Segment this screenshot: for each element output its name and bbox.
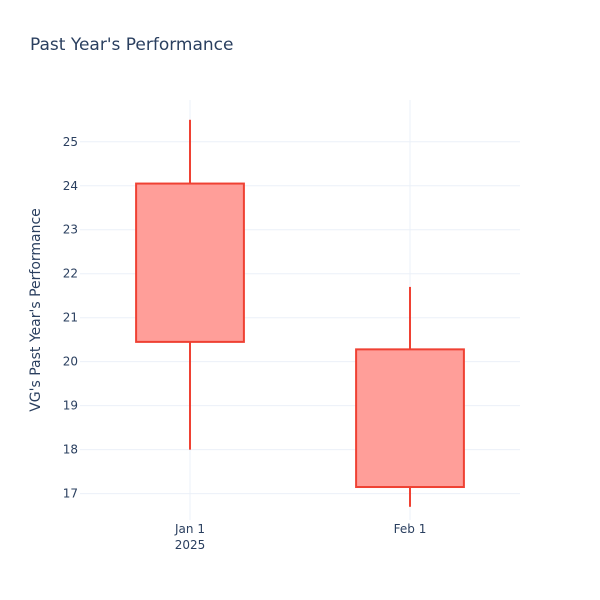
x-tick-label: Feb 1	[394, 522, 427, 536]
candle-body	[135, 182, 245, 343]
candle[interactable]	[355, 286, 465, 507]
y-tick-label: 20	[63, 355, 78, 369]
candles-layer	[135, 119, 465, 507]
y-axis-title: VG's Past Year's Performance	[28, 208, 44, 412]
y-tick-label: 23	[63, 223, 78, 237]
y-tick-label: 22	[63, 267, 78, 281]
y-tick-label: 18	[63, 443, 78, 457]
chart-title: Past Year's Performance	[30, 35, 234, 55]
y-tick-label: 21	[63, 311, 78, 325]
y-tick-label: 17	[63, 487, 78, 501]
x-tick-sublabel: 2025	[175, 538, 206, 552]
y-tick-label: 24	[63, 179, 78, 193]
x-tick-label: Jan 1	[174, 522, 205, 536]
candle-body	[355, 348, 465, 489]
y-axis-ticks: 17 18 19 20 21 22 23 24 25	[63, 135, 78, 501]
y-tick-label: 25	[63, 135, 78, 149]
y-tick-label: 19	[63, 399, 78, 413]
x-axis-ticks: Jan 1 2025 Feb 1	[174, 522, 426, 552]
candle[interactable]	[135, 119, 245, 450]
